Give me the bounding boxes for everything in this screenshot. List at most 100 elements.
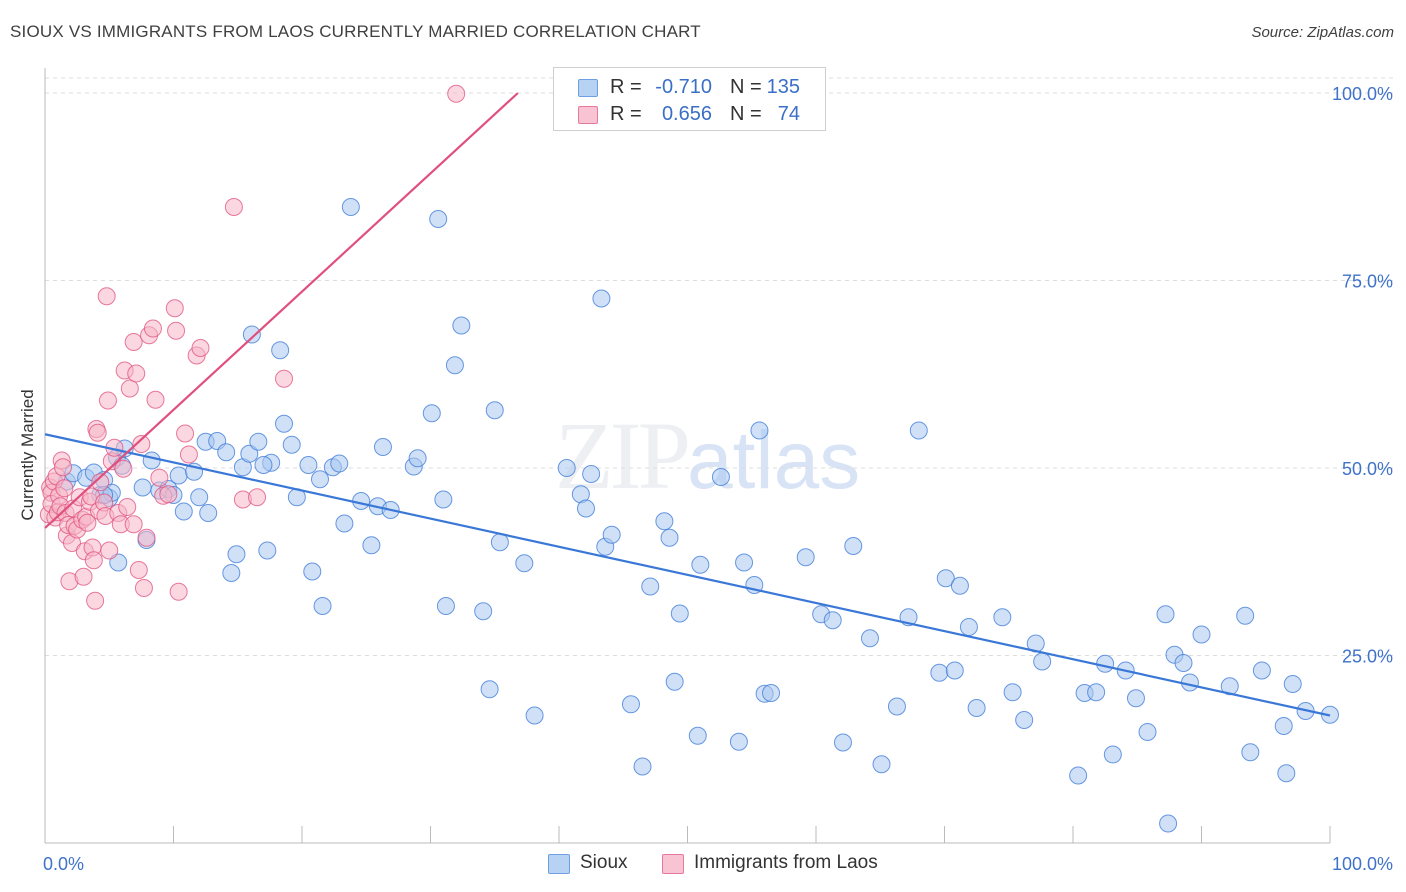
- sioux-point: [525, 706, 544, 725]
- sioux-point: [641, 577, 660, 596]
- laos-point: [248, 488, 267, 507]
- stats-row-sioux: R = -0.710 N = 135: [554, 73, 825, 101]
- n-label: N =: [730, 103, 762, 125]
- sioux-point: [936, 569, 955, 588]
- sioux-point: [1087, 683, 1106, 702]
- sioux-point: [190, 488, 209, 507]
- sioux-point: [711, 468, 730, 486]
- laos-point: [137, 528, 156, 547]
- sioux-swatch: [578, 79, 598, 97]
- laos-point: [53, 458, 72, 477]
- sioux-point: [1156, 605, 1175, 624]
- sioux-point: [1252, 661, 1271, 680]
- sioux-point: [275, 414, 294, 433]
- sioux-point: [222, 564, 241, 582]
- sioux-point: [1159, 814, 1178, 833]
- laos-point: [176, 424, 195, 443]
- correlation-stats-box: R = -0.710 N = 135 R = 0.656 N = 74: [553, 67, 826, 131]
- sioux-point: [271, 341, 290, 360]
- sioux-point: [1192, 625, 1211, 644]
- laos-point: [98, 391, 117, 410]
- laos-point: [120, 379, 139, 398]
- sioux-point: [217, 443, 236, 462]
- laos-points: [39, 84, 466, 610]
- sioux-point: [474, 602, 493, 621]
- sioux-point: [408, 449, 427, 468]
- sioux-point: [227, 545, 246, 564]
- sioux-point: [729, 732, 748, 751]
- n-label: N =: [730, 76, 762, 98]
- source-label: Source: ZipAtlas.com: [1251, 24, 1394, 41]
- sioux-point: [1174, 654, 1193, 672]
- sioux-point: [109, 553, 128, 572]
- sioux-point: [1096, 654, 1115, 673]
- laos-trend-line: [44, 92, 519, 529]
- sioux-point: [860, 629, 879, 648]
- laos-point: [91, 473, 110, 492]
- sioux-point: [330, 454, 349, 473]
- sioux-point: [688, 726, 707, 745]
- r-label: R =: [610, 76, 642, 98]
- sioux-point: [945, 661, 964, 680]
- laos-legend-swatch: [662, 854, 684, 874]
- sioux-point: [1274, 717, 1293, 735]
- sioux-point: [445, 356, 464, 375]
- laos-swatch: [578, 106, 598, 124]
- sioux-point: [299, 456, 318, 474]
- laos-point: [191, 339, 210, 357]
- sioux-point: [1241, 743, 1260, 762]
- sioux-point: [872, 755, 891, 774]
- sioux-point: [796, 548, 815, 567]
- sioux-point: [282, 435, 301, 454]
- sioux-point: [1283, 675, 1302, 693]
- sioux-point: [930, 663, 949, 682]
- legend-label: Immigrants from Laos: [694, 852, 878, 873]
- laos-point: [114, 459, 133, 478]
- chart-title: SIOUX VS IMMIGRANTS FROM LAOS CURRENTLY …: [10, 22, 701, 41]
- y-tick-label: 100.0%: [1332, 84, 1393, 104]
- sioux-point: [1138, 723, 1157, 741]
- sioux-point: [1236, 606, 1255, 625]
- laos-point: [74, 567, 93, 586]
- sioux-point: [993, 608, 1012, 627]
- trend-lines: [44, 92, 1331, 717]
- sioux-point: [452, 316, 471, 335]
- sioux-point: [258, 541, 277, 560]
- sioux-point: [621, 695, 640, 714]
- sioux-legend-swatch: [548, 854, 570, 874]
- laos-point: [159, 485, 178, 504]
- r-label: R =: [610, 103, 642, 125]
- sioux-point: [429, 210, 448, 228]
- sioux-point: [199, 504, 218, 522]
- laos-point: [447, 84, 466, 103]
- sioux-point: [833, 733, 852, 752]
- n-value: 74: [777, 103, 800, 125]
- sioux-point: [242, 325, 261, 344]
- laos-point: [78, 513, 97, 532]
- sioux-point: [174, 502, 193, 521]
- sioux-point: [887, 697, 906, 716]
- sioux-point: [1033, 652, 1052, 671]
- sioux-point: [691, 555, 710, 574]
- sioux-point: [967, 699, 986, 717]
- laos-point: [124, 515, 143, 534]
- sioux-point: [436, 597, 455, 615]
- laos-point: [169, 582, 188, 601]
- laos-point: [143, 319, 162, 338]
- laos-point: [124, 333, 143, 351]
- sioux-point: [665, 672, 684, 691]
- sioux-point: [582, 465, 601, 483]
- watermark-atlas: atlas: [687, 415, 861, 506]
- laos-point: [132, 435, 151, 453]
- sioux-point: [762, 684, 781, 702]
- laos-point: [88, 423, 107, 442]
- laos-point: [55, 479, 74, 498]
- sioux-point: [515, 554, 534, 573]
- x-tick-label: 0.0%: [43, 854, 84, 874]
- sioux-point: [1126, 689, 1145, 708]
- sioux-point: [950, 576, 969, 595]
- sioux-point: [1015, 711, 1034, 729]
- laos-point: [118, 498, 137, 516]
- sioux-point: [909, 421, 928, 440]
